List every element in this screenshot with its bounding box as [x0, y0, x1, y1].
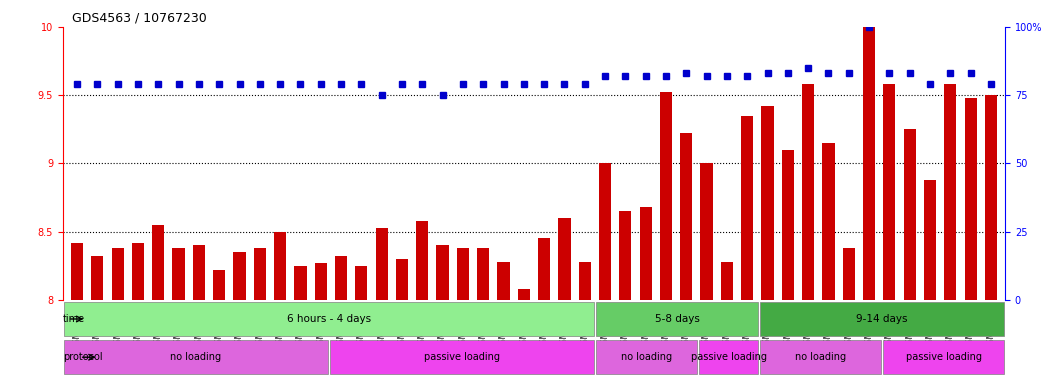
FancyBboxPatch shape — [64, 302, 595, 336]
Bar — [477, 248, 489, 300]
Bar — [985, 95, 997, 300]
Bar — [132, 243, 144, 300]
Text: passive loading: passive loading — [424, 352, 500, 362]
Bar — [456, 248, 469, 300]
Bar — [782, 150, 794, 300]
Bar — [720, 262, 733, 300]
Bar — [517, 289, 530, 300]
Bar — [497, 262, 510, 300]
Text: 6 hours - 4 days: 6 hours - 4 days — [287, 314, 372, 324]
Bar — [335, 256, 348, 300]
Text: 9-14 days: 9-14 days — [856, 314, 908, 324]
Text: protocol: protocol — [63, 352, 103, 362]
FancyBboxPatch shape — [760, 302, 1004, 336]
Bar — [904, 129, 916, 300]
Bar — [233, 252, 246, 300]
Text: no loading: no loading — [621, 352, 672, 362]
FancyBboxPatch shape — [884, 340, 1004, 374]
Bar — [173, 248, 184, 300]
Bar — [599, 163, 611, 300]
Bar — [152, 225, 164, 300]
Bar — [396, 259, 408, 300]
FancyBboxPatch shape — [698, 340, 758, 374]
Text: no loading: no loading — [171, 352, 222, 362]
FancyBboxPatch shape — [597, 302, 758, 336]
Bar — [579, 262, 591, 300]
FancyBboxPatch shape — [760, 340, 882, 374]
Bar — [681, 133, 692, 300]
Bar — [437, 245, 449, 300]
Bar — [214, 270, 225, 300]
Bar — [193, 245, 205, 300]
Bar — [619, 211, 631, 300]
Text: 5-8 days: 5-8 days — [655, 314, 699, 324]
Text: no loading: no loading — [795, 352, 846, 362]
FancyBboxPatch shape — [597, 340, 697, 374]
Bar — [660, 93, 672, 300]
Bar — [294, 266, 307, 300]
Bar — [112, 248, 124, 300]
Text: passive loading: passive loading — [691, 352, 766, 362]
Bar — [274, 232, 286, 300]
Bar — [802, 84, 815, 300]
Bar — [863, 27, 875, 300]
Text: time: time — [63, 314, 85, 324]
Text: GDS4563 / 10767230: GDS4563 / 10767230 — [72, 11, 207, 24]
Bar — [884, 84, 895, 300]
Bar — [71, 243, 83, 300]
Bar — [355, 266, 367, 300]
Bar — [741, 116, 753, 300]
Bar — [253, 248, 266, 300]
Bar — [315, 263, 327, 300]
Bar — [376, 228, 387, 300]
Bar — [91, 256, 104, 300]
FancyBboxPatch shape — [330, 340, 595, 374]
FancyBboxPatch shape — [64, 340, 328, 374]
Bar — [923, 180, 936, 300]
Bar — [761, 106, 774, 300]
Bar — [416, 221, 428, 300]
Bar — [640, 207, 651, 300]
Bar — [944, 84, 956, 300]
Bar — [558, 218, 571, 300]
Bar — [964, 98, 977, 300]
Text: passive loading: passive loading — [906, 352, 982, 362]
Bar — [822, 143, 834, 300]
Bar — [538, 238, 551, 300]
Bar — [843, 248, 854, 300]
Bar — [700, 163, 713, 300]
